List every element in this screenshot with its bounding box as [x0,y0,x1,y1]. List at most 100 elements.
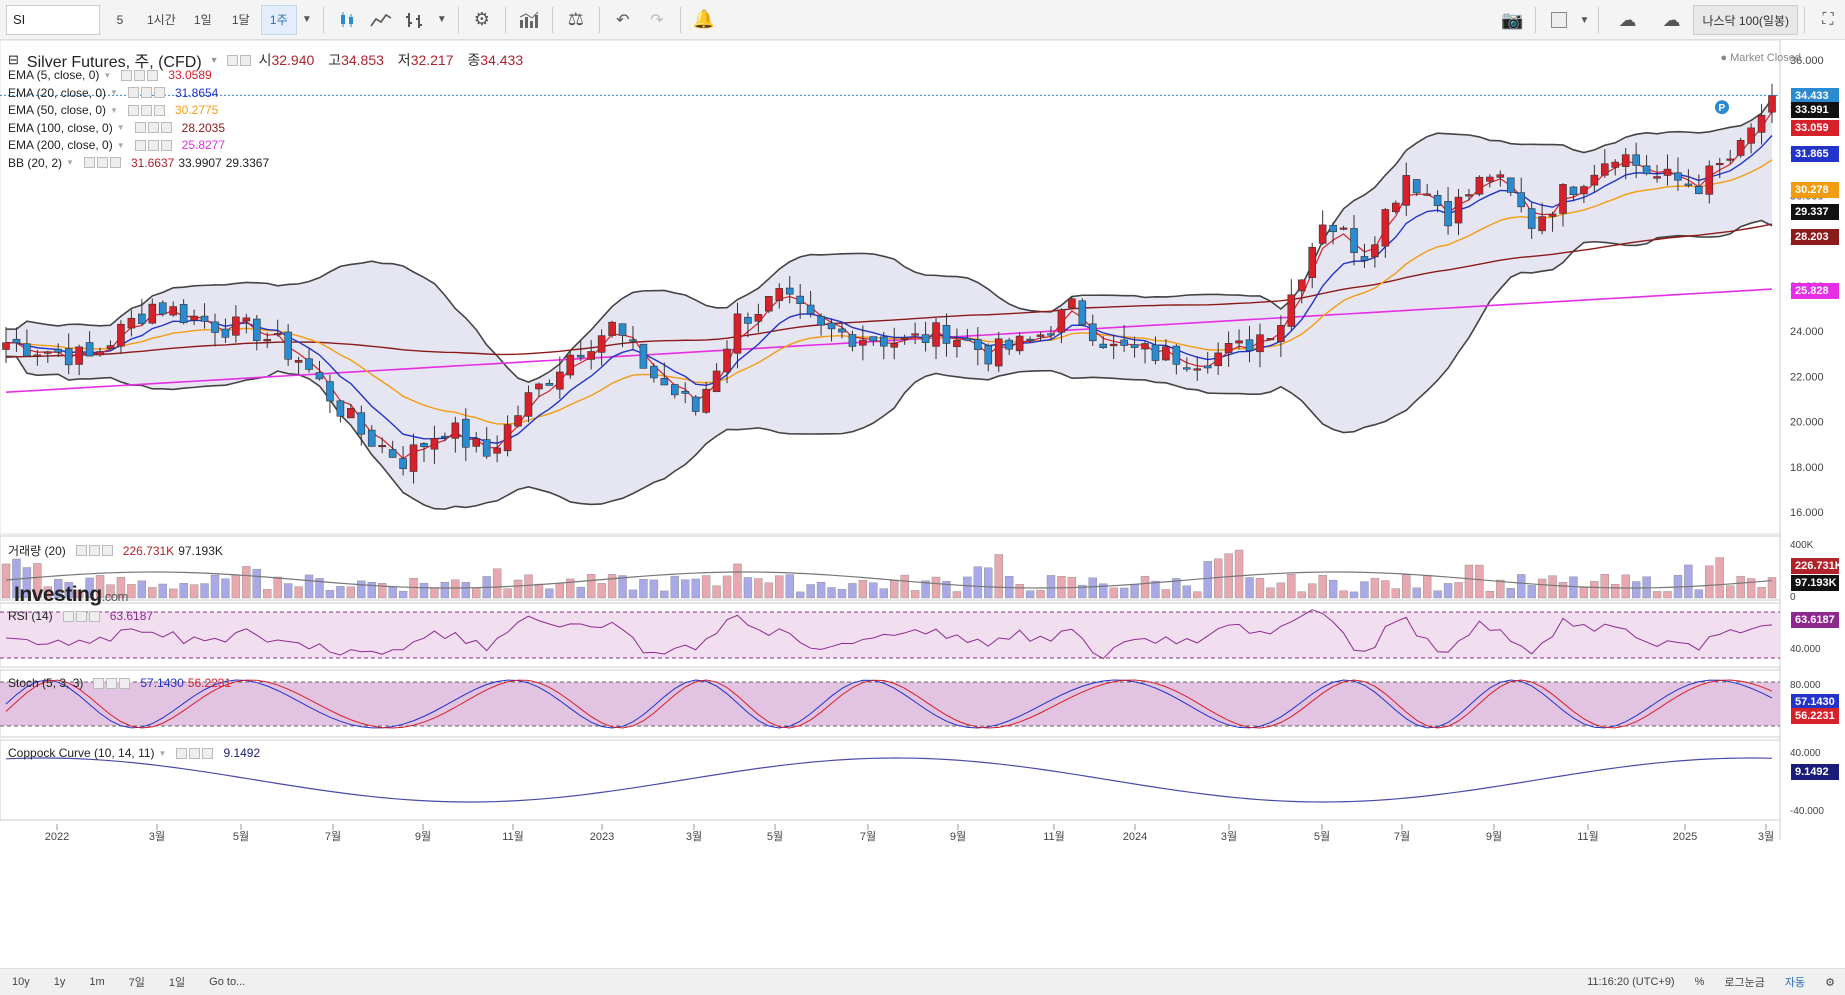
interval-1h[interactable]: 1시간 [147,13,176,27]
volume-bar [1140,575,1150,599]
candle-body [378,444,386,448]
cloud-download-icon[interactable]: ☁ [1618,9,1637,30]
legend-controls[interactable] [83,157,121,168]
interval-5[interactable]: 5 [116,12,124,27]
chevron-down-icon[interactable]: ▼ [116,140,125,150]
collapse-icon[interactable]: ⊟ [8,52,19,67]
volume-bar [837,589,847,599]
chart-area[interactable]: 36.00034.00032.00030.00028.00026.00024.0… [0,40,1845,970]
camera-icon[interactable]: 📷 [1501,9,1524,30]
legend-controls[interactable] [127,104,165,116]
indicators-icon[interactable] [512,5,546,35]
candle-body [733,313,742,354]
volume-bar [189,584,199,599]
volume-bar [670,575,679,599]
chevron-down-icon[interactable]: ▼ [436,14,447,25]
candle-body [921,334,930,343]
legend-value: 33.0589 [168,68,212,82]
legend-ema-1[interactable]: EMA (20, close, 0) ▼ 31.8654 [8,86,218,100]
range-1d[interactable]: 1일 [168,977,186,989]
volume-bar [451,579,460,599]
candle-body [744,316,752,324]
chevron-down-icon[interactable]: ▼ [66,158,74,167]
legend-coppock[interactable]: Coppock Curve (10, 14, 11) ▼ 9.1492 [8,746,260,760]
legend-ema-3[interactable]: EMA (100, close, 0) ▼ 28.2035 [8,121,225,135]
candle-body [190,315,198,321]
separator [1804,7,1805,33]
range-7d[interactable]: 7일 [128,977,145,989]
chevron-down-icon[interactable]: ▼ [103,70,112,80]
volume-bar [1506,588,1515,599]
auto-scale-toggle[interactable]: 자동 [1784,977,1806,989]
volume-bar [586,574,596,599]
legend-controls[interactable] [134,122,172,133]
volume-bar [1496,579,1505,599]
chevron-down-icon[interactable]: ▼ [110,88,118,97]
chevron-down-icon[interactable]: ▼ [110,105,118,115]
legend-controls[interactable] [226,54,251,66]
legend-control [88,610,100,622]
candle-body [169,306,177,316]
chart-canvas[interactable]: 36.00034.00032.00030.00028.00026.00024.0… [0,40,1845,970]
time-tick-label: 9월 [415,830,431,843]
color-swatch-icon[interactable] [1542,5,1576,35]
candle-body [1444,201,1452,227]
bar-type-icon[interactable] [398,5,432,35]
undo-icon[interactable]: ↶ [616,11,630,29]
legend-control [88,545,100,556]
index-compare-button[interactable]: 나스닥 100(일봉) [1693,5,1798,35]
legend-ema-2[interactable]: EMA (50, close, 0) ▼ 30.2775 [8,103,218,117]
price-tick-label: 24.000 [1790,326,1824,338]
interval-1w[interactable]: 1주 [260,4,297,35]
legend-ema-0[interactable]: EMA (5, close, 0) ▼ 33.0589 [8,68,212,82]
legend-volume[interactable]: 거래량 (20) 226.731K 97.193K [8,542,223,559]
candlestick-icon[interactable] [330,5,364,35]
candle-body [1611,161,1620,168]
legend-controls[interactable] [127,87,165,98]
settings-icon[interactable]: ⚙ [1825,976,1835,989]
chevron-down-icon[interactable]: ▼ [209,55,219,65]
range-1m[interactable]: 1m [89,976,105,988]
alert-bell-icon[interactable]: 🔔 [692,9,715,29]
legend-controls[interactable] [134,139,172,151]
compare-scale-icon[interactable]: ⚖ [567,9,584,29]
goto-button[interactable]: Go to... [209,976,246,988]
legend-rsi[interactable]: RSI (14) 63.6187 [8,609,153,623]
legend-stoch[interactable]: Stoch (5, 3, 3) 57.1430 56.2231 [8,676,231,690]
legend-controls[interactable] [121,69,159,81]
redo-icon[interactable]: ↷ [650,11,664,29]
log-scale-toggle[interactable]: 로그눈금 [1724,977,1765,989]
volume-bar [607,574,617,599]
candle-body [200,315,209,322]
symbol-input[interactable]: SI [6,4,100,35]
legend-ema-4[interactable]: EMA (200, close, 0) ▼ 25.8277 [8,138,225,152]
price-label-ema50: 30.278 [1791,182,1839,198]
candle-body [1590,174,1599,186]
area-chart-icon[interactable] [364,5,398,35]
percent-toggle[interactable]: % [1694,976,1705,988]
range-10y[interactable]: 10y [12,976,30,988]
candle-body [1768,95,1776,113]
time-tick-label: 3월 [1221,830,1237,843]
chevron-down-icon[interactable]: ▼ [1579,14,1590,26]
range-1y[interactable]: 1y [53,976,66,988]
volume-bar [1621,574,1630,599]
volume-bar [346,586,356,599]
gear-icon[interactable]: ⚙ [473,9,490,29]
candle-body [1621,154,1630,167]
chevron-down-icon[interactable]: ▼ [116,123,125,132]
volume-bar [1,563,11,599]
fullscreen-icon[interactable]: ⛶ [1822,11,1834,28]
legend-bb[interactable]: BB (20, 2) ▼ 31.6637 33.9907 29.3367 [8,156,269,170]
cloud-upload-icon[interactable]: ☁ [1662,9,1681,30]
candle-body [859,339,867,346]
candle-body [85,342,94,357]
volume-bar [1266,587,1275,599]
interval-1d[interactable]: 1일 [193,13,212,27]
chevron-down-icon[interactable]: ▼ [301,14,312,25]
candle-body [796,295,804,304]
candle-body [1402,175,1411,206]
volume-bar [1746,578,1756,599]
interval-1mo[interactable]: 1달 [231,13,250,27]
price-label-st1: 57.1430 [1791,694,1839,710]
